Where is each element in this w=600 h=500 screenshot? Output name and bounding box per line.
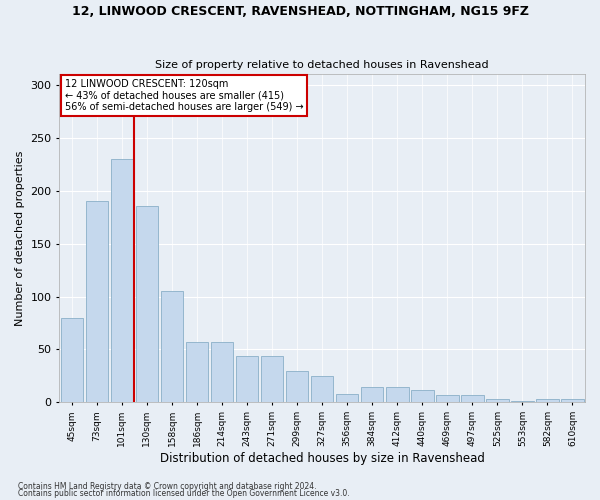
Bar <box>461 395 484 402</box>
Text: 12, LINWOOD CRESCENT, RAVENSHEAD, NOTTINGHAM, NG15 9FZ: 12, LINWOOD CRESCENT, RAVENSHEAD, NOTTIN… <box>71 5 529 18</box>
Bar <box>86 201 108 402</box>
Bar <box>486 400 509 402</box>
Bar <box>536 400 559 402</box>
Bar <box>336 394 358 402</box>
Bar <box>361 386 383 402</box>
Bar <box>561 400 584 402</box>
X-axis label: Distribution of detached houses by size in Ravenshead: Distribution of detached houses by size … <box>160 452 485 465</box>
Title: Size of property relative to detached houses in Ravenshead: Size of property relative to detached ho… <box>155 60 489 70</box>
Bar <box>110 159 133 402</box>
Y-axis label: Number of detached properties: Number of detached properties <box>15 150 25 326</box>
Bar <box>411 390 434 402</box>
Bar <box>136 206 158 402</box>
Bar <box>236 356 259 403</box>
Bar <box>61 318 83 402</box>
Bar <box>311 376 334 402</box>
Text: Contains public sector information licensed under the Open Government Licence v3: Contains public sector information licen… <box>18 489 350 498</box>
Bar <box>286 370 308 402</box>
Text: 12 LINWOOD CRESCENT: 120sqm
← 43% of detached houses are smaller (415)
56% of se: 12 LINWOOD CRESCENT: 120sqm ← 43% of det… <box>65 79 303 112</box>
Bar <box>211 342 233 402</box>
Bar <box>436 395 458 402</box>
Bar <box>186 342 208 402</box>
Text: Contains HM Land Registry data © Crown copyright and database right 2024.: Contains HM Land Registry data © Crown c… <box>18 482 317 491</box>
Bar <box>161 291 183 403</box>
Bar <box>386 386 409 402</box>
Bar <box>261 356 283 403</box>
